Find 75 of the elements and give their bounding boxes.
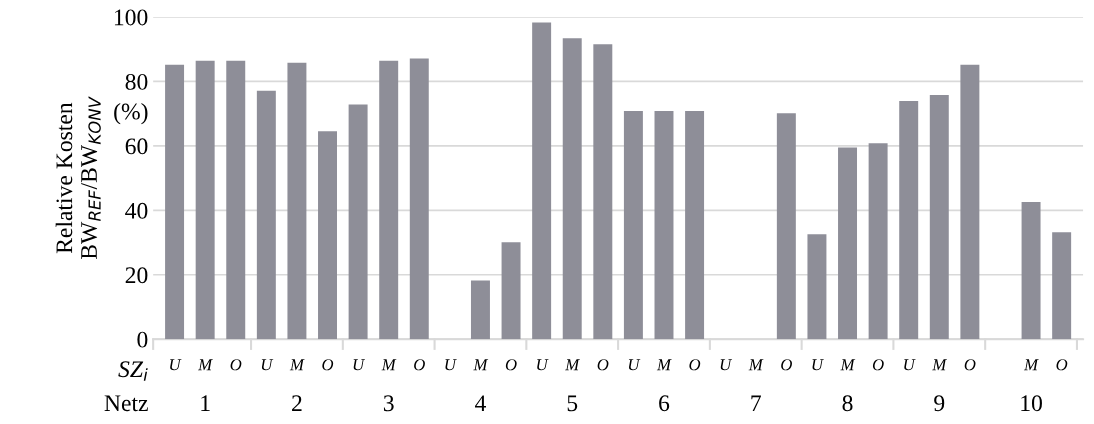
bar xyxy=(623,111,643,340)
bar xyxy=(807,234,827,340)
x-tick-label: M xyxy=(473,359,489,371)
x-tick-label: U xyxy=(904,359,916,371)
bar xyxy=(348,104,368,340)
x-tick-label: O xyxy=(872,359,884,371)
x-tick-label: O xyxy=(597,359,609,371)
text: 3 xyxy=(383,395,394,412)
text: 10 xyxy=(1021,395,1042,412)
x-tick-label: U xyxy=(353,359,366,371)
bar xyxy=(532,22,552,340)
bar xyxy=(1052,232,1072,340)
bar xyxy=(838,147,858,340)
x-tick-label: M xyxy=(748,359,764,371)
y-tick-label: 60 xyxy=(125,138,148,155)
bar xyxy=(960,64,980,340)
x-tick-label: O xyxy=(964,359,976,371)
text: 9 xyxy=(934,395,945,412)
text: Netz xyxy=(104,395,148,412)
bar xyxy=(654,111,674,340)
bar xyxy=(776,113,796,340)
x-tick-label: U xyxy=(445,359,457,371)
x-tick-label: M xyxy=(565,359,580,371)
bar xyxy=(593,44,613,340)
x-tick-label: O xyxy=(230,359,242,371)
x-tick-label: M xyxy=(656,359,672,371)
text: SZ$_{i}$ xyxy=(118,361,148,381)
x-tick-label: U xyxy=(537,359,549,371)
x-tick-label: M xyxy=(932,359,947,371)
bar xyxy=(287,62,307,340)
bar xyxy=(409,58,429,340)
bar xyxy=(470,280,490,340)
text: 6 xyxy=(659,395,670,412)
x-tick-label: M xyxy=(198,359,213,371)
text: 2 xyxy=(292,395,302,411)
text: 7 xyxy=(751,395,761,411)
bar xyxy=(899,101,919,340)
x-tick-label: M xyxy=(381,359,397,371)
x-tick-label: O xyxy=(414,359,425,371)
bar xyxy=(501,242,521,340)
text: 1 xyxy=(201,395,210,411)
bar xyxy=(868,143,888,340)
bar xyxy=(562,38,582,340)
y-tick-label: 40 xyxy=(125,202,148,219)
bar xyxy=(929,94,949,340)
bar xyxy=(318,131,337,340)
bar xyxy=(685,111,705,340)
y-tick-label: 100 xyxy=(114,9,148,26)
y-tick-label: 80 xyxy=(125,73,148,90)
bar xyxy=(195,60,215,340)
bar xyxy=(165,64,185,340)
x-tick-label: U xyxy=(170,359,182,371)
x-tick-label: M xyxy=(289,359,305,371)
bar xyxy=(256,90,276,340)
x-tick-label: O xyxy=(1056,359,1068,371)
x-tick-label: O xyxy=(322,359,334,371)
y-tick-label: 20 xyxy=(125,267,148,284)
bar xyxy=(226,60,246,340)
text: (%) xyxy=(114,102,148,125)
y-axis-title: Relative Kosten BW$_{REF}$/BW$_{KONV}$ xyxy=(55,96,101,260)
x-tick-label: O xyxy=(689,359,701,371)
x-tick-label: O xyxy=(781,359,792,371)
x-tick-label: U xyxy=(812,359,824,371)
x-tick-label: O xyxy=(505,359,517,371)
x-tick-label: U xyxy=(261,359,274,371)
bar xyxy=(379,60,399,340)
x-tick-label: U xyxy=(720,359,733,371)
x-tick-label: M xyxy=(1023,359,1039,371)
text: 8 xyxy=(842,395,853,412)
x-tick-label: U xyxy=(628,359,641,371)
y-tick-label: 0 xyxy=(137,331,148,348)
bar xyxy=(1021,201,1041,340)
text: 5 xyxy=(567,395,578,412)
text: 4 xyxy=(475,395,486,411)
x-tick-label: M xyxy=(840,359,856,371)
